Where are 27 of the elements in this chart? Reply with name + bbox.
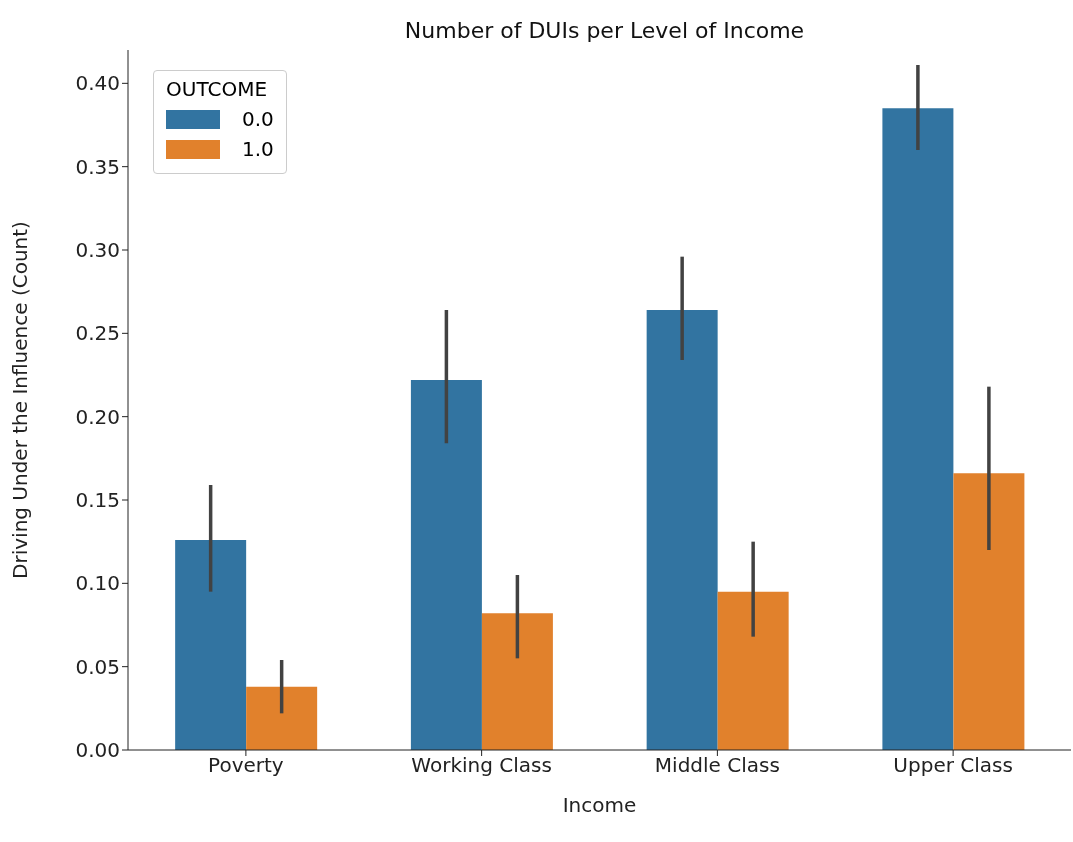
bar [953,473,1025,750]
bar [410,380,482,750]
bar [882,108,954,750]
x-tick-label: Working Class [411,753,552,778]
y-tick-label: 0.35 [75,154,120,179]
x-tick-label: Upper Class [893,753,1013,778]
legend-title: OUTCOME [166,77,269,101]
y-tick-label: 0.40 [75,71,120,96]
y-tick-label: 0.15 [75,488,120,513]
y-axis-title: Driving Under the Influence (Count) [8,221,33,579]
x-axis-title: Income [562,793,637,817]
bar [481,613,553,750]
chart-title: Number of DUIs per Level of Income [403,18,806,43]
bar [246,686,318,750]
x-tick-label: Middle Class [654,753,780,778]
bar [717,591,789,750]
x-tick-label: Poverty [208,753,284,778]
bar [175,540,247,750]
y-tick-label: 0.00 [75,738,120,763]
y-tick-label: 0.20 [75,404,120,429]
y-tick-label: 0.10 [75,571,120,596]
y-tick-label: 0.05 [75,654,120,679]
legend-label: 0.0 [242,107,274,131]
legend-label: 1.0 [242,137,274,161]
bar [646,310,718,750]
y-tick-label: 0.25 [75,321,120,346]
y-tick-label: 0.30 [75,238,120,263]
